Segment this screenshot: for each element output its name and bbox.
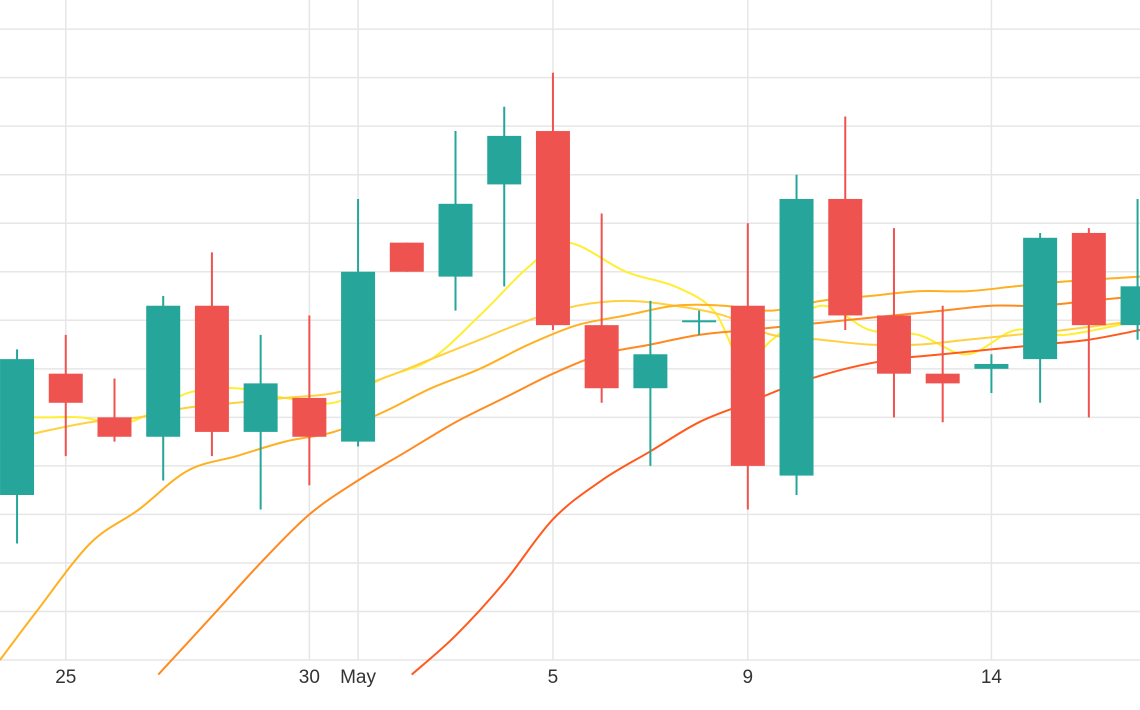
candle-body	[97, 417, 132, 437]
candle-up	[633, 300, 668, 466]
moving-average-line	[411, 329, 1140, 676]
candle-down	[292, 315, 327, 486]
x-tick-label: 5	[548, 667, 559, 688]
candle-down	[925, 305, 960, 423]
candles	[0, 72, 1140, 544]
candle-up	[0, 349, 35, 544]
candle-body	[828, 198, 863, 316]
candle-body	[730, 305, 765, 466]
candle-up	[1120, 198, 1140, 340]
candle-up	[974, 354, 1009, 394]
candle-body	[1071, 232, 1106, 326]
x-tick-label: 14	[981, 667, 1003, 688]
candle-up	[243, 334, 278, 510]
candle-down	[97, 378, 132, 442]
candle-body	[243, 383, 278, 432]
candle-down	[48, 334, 83, 457]
candle-body	[487, 135, 522, 185]
candle-body	[876, 315, 911, 374]
candle-up	[779, 174, 814, 495]
candle-body	[389, 242, 424, 272]
candle-down	[389, 242, 424, 272]
candle-up	[146, 296, 181, 481]
candle-up	[487, 106, 522, 287]
x-tick-label: 9	[743, 667, 754, 688]
candle-body	[682, 320, 717, 323]
candle-down	[828, 116, 863, 330]
x-tick-label: 25	[55, 667, 76, 688]
candle-body	[1023, 237, 1058, 360]
candle-body	[146, 305, 181, 437]
candle-body	[292, 397, 327, 437]
candle-body	[974, 363, 1009, 369]
moving-average-line	[157, 295, 1140, 676]
candle-down	[876, 228, 911, 418]
candle-down	[1071, 228, 1106, 418]
moving-average-line	[0, 275, 1140, 661]
candle-up	[1023, 232, 1058, 403]
candle-body	[194, 305, 229, 432]
candle-up	[438, 131, 473, 311]
candle-down	[194, 252, 229, 457]
candle-body	[1120, 286, 1140, 326]
candle-body	[779, 198, 814, 476]
candle-body	[48, 373, 83, 403]
x-axis-ticks: 2530May591419	[55, 667, 1003, 688]
candle-body	[633, 354, 668, 389]
candle-body	[925, 373, 960, 384]
candle-body	[341, 271, 376, 442]
x-tick-label: May	[340, 667, 376, 688]
candle-down	[730, 223, 765, 510]
x-tick-label: 30	[299, 667, 320, 688]
candle-body	[438, 203, 473, 277]
candle-up	[682, 310, 717, 335]
candle-up	[341, 198, 376, 447]
candle-body	[0, 359, 35, 495]
candle-body	[535, 131, 570, 326]
candle-down	[584, 213, 619, 403]
candle-body	[584, 325, 619, 389]
candle-down	[535, 72, 570, 330]
